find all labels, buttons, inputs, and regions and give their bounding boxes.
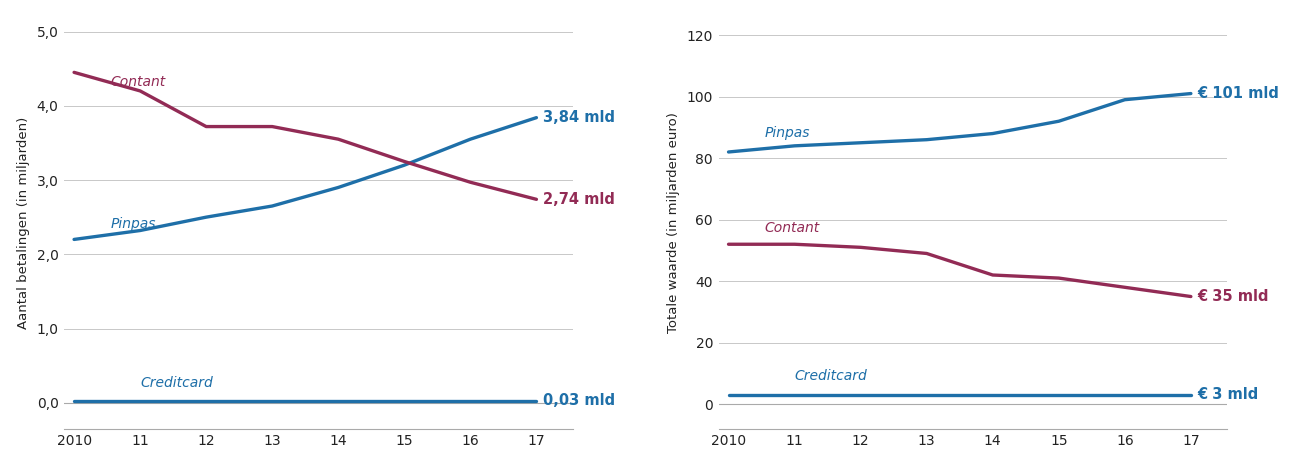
Text: Creditcard: Creditcard bbox=[140, 376, 213, 390]
Y-axis label: Aantal betalingen (in miljarden): Aantal betalingen (in miljarden) bbox=[17, 117, 30, 329]
Text: € 101 mld: € 101 mld bbox=[1198, 86, 1280, 101]
Text: Contant: Contant bbox=[110, 75, 166, 89]
Text: Pinpas: Pinpas bbox=[765, 126, 811, 140]
Text: € 3 mld: € 3 mld bbox=[1198, 387, 1259, 402]
Text: Creditcard: Creditcard bbox=[795, 369, 868, 383]
Y-axis label: Totale waarde (in miljarden euro): Totale waarde (in miljarden euro) bbox=[666, 112, 679, 333]
Text: Pinpas: Pinpas bbox=[110, 217, 156, 231]
Text: Contant: Contant bbox=[765, 221, 820, 235]
Text: 2,74 mld: 2,74 mld bbox=[543, 192, 614, 207]
Text: 0,03 mld: 0,03 mld bbox=[543, 393, 616, 408]
Text: € 35 mld: € 35 mld bbox=[1198, 289, 1269, 304]
Text: 3,84 mld: 3,84 mld bbox=[543, 110, 614, 125]
